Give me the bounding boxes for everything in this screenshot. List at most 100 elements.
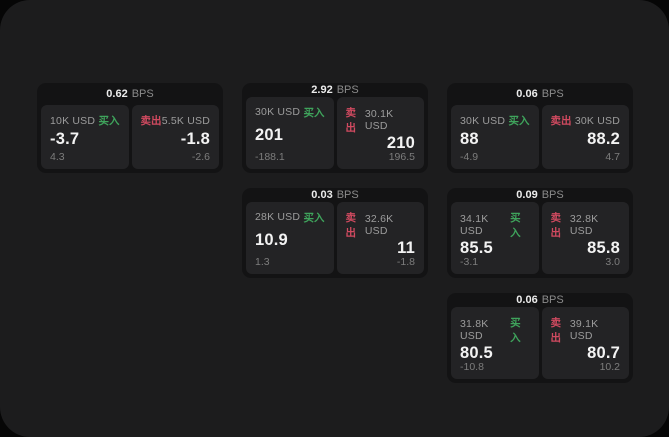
quote-card-3: 0.06 BPS 30K USD 买入 88 -4.9 卖出 30K USD 8… xyxy=(447,83,633,173)
quote-card-4: 0.03 BPS 28K USD 买入 10.9 1.3 卖出 32.6K US… xyxy=(242,188,428,278)
quote-panels: 28K USD 买入 10.9 1.3 卖出 32.6K USD 11 -1.8 xyxy=(246,201,424,274)
sell-amount: 32.8K USD xyxy=(569,212,599,237)
buy-delta: -10.8 xyxy=(460,361,484,373)
buy-header-row: 10K USD 买入 xyxy=(50,113,120,128)
sell-amount: 5.5K USD xyxy=(161,114,210,127)
sell-tag: 卖出 xyxy=(550,316,562,344)
buy-delta: 4.3 xyxy=(50,151,65,163)
buy-delta: -188.1 xyxy=(255,151,285,163)
sell-header-row: 卖出 30.1K USD xyxy=(346,105,416,135)
sell-tag: 卖出 xyxy=(345,106,357,134)
quote-panels: 34.1K USD 买入 85.5 -3.1 卖出 32.8K USD 85.8… xyxy=(451,201,629,274)
quote-card-1: 0.62 BPS 10K USD 买入 -3.7 4.3 卖出 5.5K USD… xyxy=(37,83,223,173)
buy-header-row: 34.1K USD 买入 xyxy=(460,210,530,240)
sell-panel[interactable]: 卖出 39.1K USD 80.7 10.2 xyxy=(541,306,629,379)
bps-unit-label: BPS xyxy=(336,188,359,201)
buy-price: 80.5 xyxy=(460,343,493,362)
quote-panels: 31.8K USD 买入 80.5 -10.8 卖出 39.1K USD 80.… xyxy=(451,306,629,379)
sell-amount: 30K USD xyxy=(574,114,620,127)
bps-value: 0.06 xyxy=(516,88,538,100)
buy-amount: 28K USD xyxy=(255,211,301,223)
bps-unit-label: BPS xyxy=(336,83,359,96)
quote-card-2: 2.92 BPS 30K USD 买入 201 -188.1 卖出 30.1K … xyxy=(242,83,428,173)
sell-panel[interactable]: 卖出 30.1K USD 210 196.5 xyxy=(336,96,424,169)
sell-delta: 196.5 xyxy=(388,151,415,163)
sell-price: 11 xyxy=(397,238,415,257)
sell-delta: -2.6 xyxy=(191,151,210,163)
bps-value: 0.09 xyxy=(516,188,538,201)
card-header: 0.06 BPS xyxy=(451,83,629,105)
buy-tag: 买入 xyxy=(303,106,325,119)
quote-panels: 30K USD 买入 201 -188.1 卖出 30.1K USD 210 1… xyxy=(246,96,424,169)
buy-price: -3.7 xyxy=(50,130,80,149)
bps-value: 0.03 xyxy=(311,188,333,201)
sell-header-row: 卖出 30K USD xyxy=(551,113,621,128)
card-header: 2.92 BPS xyxy=(246,83,424,97)
sell-tag: 卖出 xyxy=(140,115,162,127)
buy-price: 201 xyxy=(255,126,284,144)
sell-panel[interactable]: 卖出 5.5K USD -1.8 -2.6 xyxy=(131,105,219,169)
sell-panel[interactable]: 卖出 30K USD 88.2 4.7 xyxy=(541,105,629,169)
buy-delta: -3.1 xyxy=(460,256,479,268)
buy-delta: 1.3 xyxy=(255,256,270,268)
buy-panel[interactable]: 28K USD 买入 10.9 1.3 xyxy=(246,201,334,274)
sell-header-row: 卖出 32.8K USD xyxy=(551,210,621,240)
sell-delta: -1.8 xyxy=(396,256,415,268)
buy-price: 85.5 xyxy=(460,238,493,257)
card-header: 0.62 BPS xyxy=(41,83,219,105)
buy-tag: 买入 xyxy=(510,211,521,239)
buy-amount: 10K USD xyxy=(50,114,96,127)
buy-header-row: 30K USD 买入 xyxy=(460,113,530,128)
sell-price: 80.7 xyxy=(587,343,620,362)
sell-price: 85.8 xyxy=(587,238,620,257)
bps-value: 2.92 xyxy=(311,83,333,96)
buy-amount: 31.8K USD xyxy=(460,317,489,342)
bps-unit-label: BPS xyxy=(131,88,154,100)
sell-tag: 卖出 xyxy=(345,211,357,239)
buy-header-row: 30K USD 买入 xyxy=(255,105,325,120)
quote-card-6: 0.06 BPS 31.8K USD 买入 80.5 -10.8 卖出 39.1… xyxy=(447,293,633,383)
card-header: 0.03 BPS xyxy=(246,188,424,202)
bps-unit-label: BPS xyxy=(541,188,564,201)
buy-amount: 34.1K USD xyxy=(460,212,489,237)
buy-header-row: 28K USD 买入 xyxy=(255,210,325,225)
buy-tag: 买入 xyxy=(510,316,521,344)
sell-price: -1.8 xyxy=(180,130,210,149)
buy-amount: 30K USD xyxy=(255,106,301,118)
card-header: 0.06 BPS xyxy=(451,293,629,307)
sell-amount: 39.1K USD xyxy=(569,317,599,342)
bps-value: 0.06 xyxy=(516,293,538,306)
bps-unit-label: BPS xyxy=(541,88,564,100)
buy-price: 88 xyxy=(460,130,479,149)
buy-tag: 买入 xyxy=(508,115,530,127)
sell-panel[interactable]: 卖出 32.8K USD 85.8 3.0 xyxy=(541,201,629,274)
bps-unit-label: BPS xyxy=(541,293,564,306)
sell-tag: 卖出 xyxy=(550,115,572,127)
bps-value: 0.62 xyxy=(106,88,128,100)
buy-panel[interactable]: 30K USD 买入 88 -4.9 xyxy=(451,105,539,169)
buy-panel[interactable]: 10K USD 买入 -3.7 4.3 xyxy=(41,105,129,169)
sell-header-row: 卖出 39.1K USD xyxy=(551,315,621,345)
sell-delta: 4.7 xyxy=(605,151,620,163)
sell-header-row: 卖出 32.6K USD xyxy=(346,210,416,240)
sell-tag: 卖出 xyxy=(550,211,562,239)
sell-amount: 30.1K USD xyxy=(364,107,394,132)
buy-panel[interactable]: 34.1K USD 买入 85.5 -3.1 xyxy=(451,201,539,274)
buy-tag: 买入 xyxy=(98,115,120,127)
sell-delta: 3.0 xyxy=(605,256,620,268)
buy-panel[interactable]: 30K USD 买入 201 -188.1 xyxy=(246,96,334,169)
buy-header-row: 31.8K USD 买入 xyxy=(460,315,530,345)
buy-delta: -4.9 xyxy=(460,151,479,163)
card-header: 0.09 BPS xyxy=(451,188,629,202)
sell-price: 88.2 xyxy=(587,130,620,149)
buy-amount: 30K USD xyxy=(460,114,506,127)
buy-panel[interactable]: 31.8K USD 买入 80.5 -10.8 xyxy=(451,306,539,379)
buy-price: 10.9 xyxy=(255,231,288,249)
sell-price: 210 xyxy=(386,133,415,152)
quote-card-5: 0.09 BPS 34.1K USD 买入 85.5 -3.1 卖出 32.8K… xyxy=(447,188,633,278)
quote-panels: 30K USD 买入 88 -4.9 卖出 30K USD 88.2 4.7 xyxy=(451,105,629,169)
sell-panel[interactable]: 卖出 32.6K USD 11 -1.8 xyxy=(336,201,424,274)
quote-panels: 10K USD 买入 -3.7 4.3 卖出 5.5K USD -1.8 -2.… xyxy=(41,105,219,169)
buy-tag: 买入 xyxy=(303,211,325,224)
